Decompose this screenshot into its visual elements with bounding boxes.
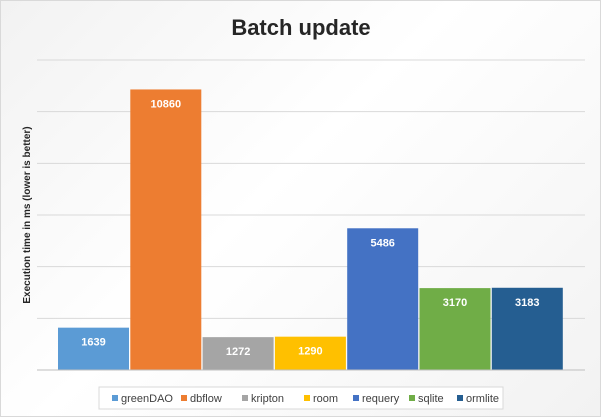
legend-label-ormlite: ormlite — [466, 393, 499, 405]
gridlines — [37, 59, 585, 319]
bar-requery — [347, 228, 419, 370]
bar-ormlite — [491, 287, 563, 370]
y-axis-label: Execution time in ms (lower is better) — [22, 126, 33, 303]
data-label-greendao: 1639 — [81, 337, 105, 349]
legend-label-sqlite: sqlite — [418, 393, 444, 405]
bar-sqlite — [419, 288, 491, 370]
legend-swatch-kripton — [242, 395, 248, 401]
bar-dbflow — [130, 89, 202, 370]
legend-label-greendao: greenDAO — [121, 393, 173, 405]
bars — [58, 89, 563, 370]
legend-swatch-ormlite — [457, 395, 463, 401]
bar-room — [274, 336, 346, 370]
legend-swatch-requery — [353, 395, 359, 401]
bar-kripton — [202, 337, 274, 370]
legend-swatch-sqlite — [409, 395, 415, 401]
legend-box — [98, 386, 504, 410]
legend-label-dbflow: dbflow — [190, 393, 222, 405]
data-label-requery: 5486 — [370, 237, 394, 249]
legend-label-room: room — [313, 393, 338, 405]
data-label-ormlite: 3183 — [515, 297, 539, 309]
bar-greendao — [58, 327, 129, 370]
data-label-sqlite: 3170 — [443, 297, 467, 309]
chart-title: Batch update — [231, 15, 370, 40]
legend-swatch-room — [304, 395, 310, 401]
data-labels: 1639 10860 1272 1290 5486 3170 3183 — [81, 98, 539, 358]
legend-label-kripton: kripton — [251, 393, 284, 405]
data-label-room: 1290 — [298, 346, 322, 358]
data-label-kripton: 1272 — [226, 346, 250, 358]
legend: greenDAO dbflow kripton room requery sqlite or… — [112, 393, 499, 405]
legend-swatch-greendao — [112, 395, 118, 401]
legend-swatch-dbflow — [181, 395, 187, 401]
legend-label-requery: requery — [362, 393, 400, 405]
data-label-dbflow: 10860 — [151, 98, 182, 110]
